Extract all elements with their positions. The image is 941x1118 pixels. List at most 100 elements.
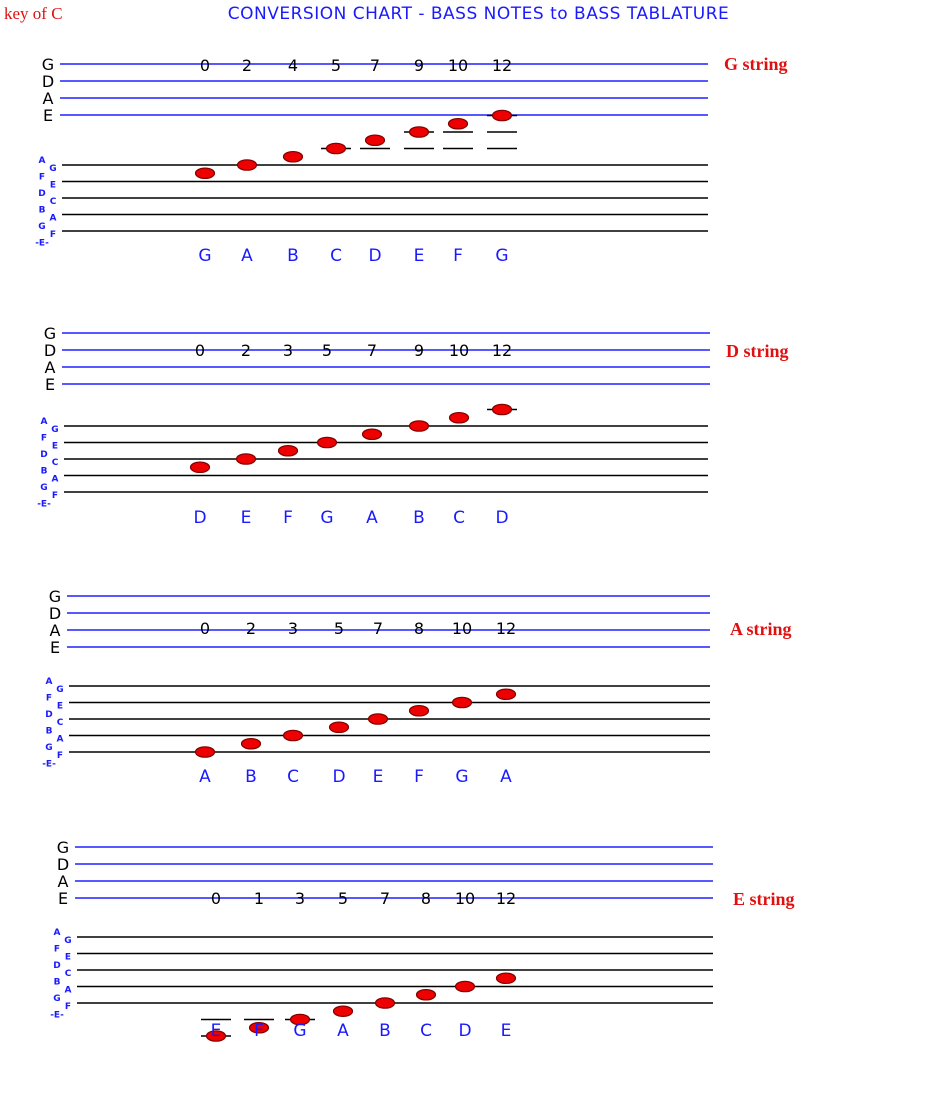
note-head — [408, 126, 430, 138]
staff-line-label: C — [65, 969, 72, 979]
note-head — [408, 420, 430, 432]
note-head — [282, 729, 304, 742]
staff-line-label: C — [52, 458, 59, 468]
note-head — [364, 134, 386, 147]
tab-string-name-e: E — [45, 375, 55, 394]
note-head — [328, 721, 350, 734]
note-head — [447, 117, 469, 130]
note-head — [236, 159, 258, 171]
fret-number: 9 — [414, 341, 424, 360]
staff-line-label: G — [56, 685, 63, 695]
note-name: G — [455, 767, 468, 787]
note-name: C — [330, 246, 342, 266]
note-name: D — [458, 1021, 471, 1041]
staff-line-label: A — [65, 986, 72, 996]
fret-number: 0 — [200, 619, 210, 638]
note-name: F — [453, 246, 463, 266]
tab-string-name-a: A — [50, 621, 61, 640]
fret-number: 12 — [492, 341, 512, 360]
staff-space-label: A — [41, 417, 48, 427]
staff-space-label: G — [53, 994, 60, 1004]
note-name: B — [379, 1021, 391, 1041]
staff-space-label: -E- — [37, 500, 51, 510]
key-label: key of C — [4, 4, 63, 23]
staff-line-label: F — [65, 1002, 71, 1012]
note-name: G — [320, 508, 333, 528]
note-name: D — [193, 508, 206, 528]
note-head — [448, 411, 470, 424]
note-head — [408, 704, 430, 717]
fret-number: 10 — [448, 56, 468, 75]
staff-line-label: F — [50, 230, 56, 240]
note-head — [282, 150, 304, 163]
tab-string-name-a: A — [58, 872, 69, 891]
staff-line-label: C — [50, 197, 57, 207]
staff-space-label: B — [46, 727, 53, 737]
fret-number: 3 — [295, 889, 305, 908]
fret-number: 0 — [200, 56, 210, 75]
fret-number: 3 — [288, 619, 298, 638]
note-name: F — [254, 1021, 264, 1041]
staff-space-label: A — [54, 928, 61, 938]
tab-string-name-g: G — [57, 838, 69, 857]
note-head — [491, 403, 513, 416]
staff-space-label: G — [38, 222, 45, 232]
fret-number: 3 — [283, 341, 293, 360]
string-label: G string — [724, 54, 788, 74]
fret-number: 5 — [331, 56, 341, 75]
staff-space-label: F — [39, 173, 45, 183]
note-name: F — [414, 767, 424, 787]
fret-number: 0 — [195, 341, 205, 360]
fret-number: 10 — [452, 619, 472, 638]
staff-space-label: -E- — [50, 1011, 64, 1021]
staff-line-label: A — [52, 475, 59, 485]
note-name: G — [198, 246, 211, 266]
string-label: E string — [733, 889, 795, 909]
note-name: D — [495, 508, 508, 528]
note-head — [248, 1021, 270, 1034]
note-head — [495, 972, 517, 985]
note-name: B — [287, 246, 299, 266]
fret-number: 7 — [370, 56, 380, 75]
fret-number: 12 — [496, 619, 516, 638]
fret-number: 5 — [322, 341, 332, 360]
fret-number: 1 — [254, 889, 264, 908]
staff-space-label: A — [46, 677, 53, 687]
note-head — [491, 109, 513, 122]
tab-string-name-g: G — [49, 587, 61, 606]
staff-space-label: -E- — [42, 760, 56, 770]
note-name: G — [293, 1021, 306, 1041]
note-name: F — [283, 508, 293, 528]
fret-number: 8 — [421, 889, 431, 908]
note-name: A — [337, 1021, 349, 1041]
staff-space-label: G — [45, 743, 52, 753]
note-name: C — [453, 508, 465, 528]
staff-space-label: F — [54, 945, 60, 955]
staff-space-label: F — [41, 434, 47, 444]
note-name: G — [495, 246, 508, 266]
note-head — [277, 444, 299, 457]
staff-line-label: F — [57, 751, 63, 761]
staff-space-label: D — [40, 450, 47, 460]
tab-string-name-a: A — [45, 358, 56, 377]
fret-number: 10 — [455, 889, 475, 908]
note-name: A — [241, 246, 253, 266]
note-name: E — [241, 508, 252, 528]
staff-line-label: E — [57, 702, 63, 712]
tab-string-name-e: E — [50, 638, 60, 657]
note-name: A — [500, 767, 512, 787]
fret-number: 12 — [492, 56, 512, 75]
note-head — [189, 461, 211, 474]
note-head — [325, 142, 347, 155]
note-head — [289, 1013, 311, 1026]
note-head — [235, 453, 257, 465]
string-label: D string — [726, 341, 789, 361]
staff-line-label: G — [49, 164, 56, 174]
staff-space-label: B — [39, 206, 46, 216]
tab-string-name-d: D — [49, 604, 61, 623]
fret-number: 5 — [334, 619, 344, 638]
tab-string-name-e: E — [58, 889, 68, 908]
fret-number: 8 — [414, 619, 424, 638]
tab-string-name-d: D — [42, 72, 54, 91]
